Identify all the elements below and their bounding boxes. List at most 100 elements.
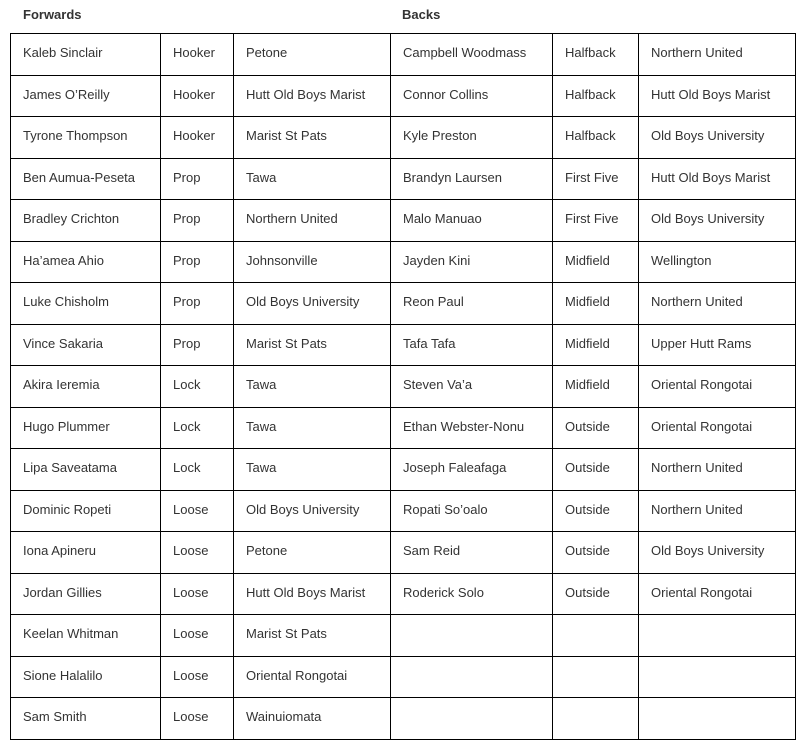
forward-position-cell: Lock [160, 365, 234, 408]
back-club-cell: Oriental Rongotai [638, 365, 796, 408]
back-name-cell: Joseph Faleafaga [390, 448, 553, 491]
back-club-cell: Oriental Rongotai [638, 406, 796, 450]
forward-position-cell: Prop [160, 199, 234, 242]
back-name-cell: Ropati So’oalo [390, 489, 553, 533]
back-club-cell: Hutt Old Boys Marist [638, 157, 796, 201]
forward-name-cell: Akira Ieremia [10, 365, 161, 408]
back-position-cell: Outside [552, 489, 639, 533]
back-club-cell: Upper Hutt Rams [638, 323, 796, 367]
back-position-cell: First Five [552, 157, 639, 201]
forward-position-cell: Loose [160, 572, 234, 616]
forward-name-cell: Iona Apineru [10, 531, 161, 574]
back-club-cell: Northern United [638, 448, 796, 491]
section-headers: Forwards Backs [10, 7, 795, 33]
back-position-cell: Midfield [552, 365, 639, 408]
forward-name-cell: Hugo Plummer [10, 406, 161, 450]
forward-name-cell: Sam Smith [10, 697, 161, 740]
forward-club-cell: Hutt Old Boys Marist [233, 74, 391, 118]
back-club-cell [638, 697, 796, 740]
back-name-cell: Connor Collins [390, 74, 553, 118]
forward-position-cell: Hooker [160, 116, 234, 159]
forward-position-cell: Loose [160, 614, 234, 657]
forward-position-cell: Hooker [160, 74, 234, 118]
back-position-cell: Outside [552, 406, 639, 450]
forward-name-cell: Kaleb Sinclair [10, 33, 161, 76]
table-row: Luke Chisholm Prop Old Boys University Reon… [10, 282, 796, 325]
back-name-cell [390, 655, 553, 699]
forward-position-cell: Prop [160, 240, 234, 284]
back-position-cell: Midfield [552, 323, 639, 367]
forward-position-cell: Lock [160, 406, 234, 450]
forward-club-cell: Old Boys University [233, 489, 391, 533]
forward-name-cell: Keelan Whitman [10, 614, 161, 657]
back-position-cell: Midfield [552, 282, 639, 325]
back-club-cell: Northern United [638, 489, 796, 533]
back-position-cell [552, 655, 639, 699]
back-position-cell: Outside [552, 572, 639, 616]
table-row: Bradley Crichton Prop Northern United Malo … [10, 199, 796, 242]
forward-club-cell: Tawa [233, 365, 391, 408]
forward-club-cell: Oriental Rongotai [233, 655, 391, 699]
forward-position-cell: Loose [160, 531, 234, 574]
table-row: Keelan Whitman Loose Marist St Pats [10, 614, 796, 657]
forward-name-cell: Luke Chisholm [10, 282, 161, 325]
forward-name-cell: Tyrone Thompson [10, 116, 161, 159]
back-name-cell: Sam Reid [390, 531, 553, 574]
forward-club-cell: Petone [233, 531, 391, 574]
back-club-cell: Northern United [638, 33, 796, 76]
back-club-cell [638, 655, 796, 699]
back-name-cell: Brandyn Laursen [390, 157, 553, 201]
forward-name-cell: Sione Halalilo [10, 655, 161, 699]
forward-club-cell: Marist St Pats [233, 323, 391, 367]
back-name-cell: Ethan Webster-Nonu [390, 406, 553, 450]
back-name-cell: Reon Paul [390, 282, 553, 325]
forward-club-cell: Tawa [233, 448, 391, 491]
forward-club-cell: Johnsonville [233, 240, 391, 284]
forward-position-cell: Loose [160, 489, 234, 533]
forward-position-cell: Lock [160, 448, 234, 491]
forward-position-cell: Loose [160, 655, 234, 699]
back-name-cell: Campbell Woodmass [390, 33, 553, 76]
table-row: Sione Halalilo Loose Oriental Rongotai [10, 655, 796, 699]
forward-position-cell: Prop [160, 282, 234, 325]
forward-club-cell: Petone [233, 33, 391, 76]
forward-club-cell: Old Boys University [233, 282, 391, 325]
back-position-cell [552, 697, 639, 740]
back-name-cell: Malo Manuao [390, 199, 553, 242]
forward-position-cell: Loose [160, 697, 234, 740]
back-position-cell: Halfback [552, 116, 639, 159]
forward-name-cell: Vince Sakaria [10, 323, 161, 367]
roster-table-body: Kaleb Sinclair Hooker Petone Campbell Woodm… [10, 33, 796, 740]
back-position-cell: Halfback [552, 74, 639, 118]
back-club-cell: Oriental Rongotai [638, 572, 796, 616]
back-club-cell: Northern United [638, 282, 796, 325]
table-row: Akira Ieremia Lock Tawa Steven Va’a Midfield… [10, 365, 796, 408]
forward-name-cell: Ben Aumua-Peseta [10, 157, 161, 201]
back-club-cell: Old Boys University [638, 199, 796, 242]
table-row: Dominic Ropeti Loose Old Boys University Ro… [10, 489, 796, 533]
forward-name-cell: Ha’amea Ahio [10, 240, 161, 284]
table-row: Sam Smith Loose Wainuiomata [10, 697, 796, 740]
table-row: James O’Reilly Hooker Hutt Old Boys Marist… [10, 74, 796, 118]
back-position-cell: Outside [552, 448, 639, 491]
table-row: Lipa Saveatama Lock Tawa Joseph Faleafaga Ou… [10, 448, 796, 491]
back-club-cell: Old Boys University [638, 531, 796, 574]
forward-club-cell: Tawa [233, 157, 391, 201]
roster-table: Kaleb Sinclair Hooker Petone Campbell Woodm… [10, 33, 796, 740]
forward-name-cell: James O’Reilly [10, 74, 161, 118]
table-row: Hugo Plummer Lock Tawa Ethan Webster-Nonu Ou… [10, 406, 796, 450]
forward-name-cell: Dominic Ropeti [10, 489, 161, 533]
backs-section-title: Backs [402, 7, 441, 22]
forward-name-cell: Jordan Gillies [10, 572, 161, 616]
back-position-cell: Outside [552, 531, 639, 574]
back-name-cell [390, 697, 553, 740]
back-position-cell [552, 614, 639, 657]
forward-club-cell: Hutt Old Boys Marist [233, 572, 391, 616]
back-position-cell: Halfback [552, 33, 639, 76]
back-club-cell [638, 614, 796, 657]
table-row: Ben Aumua-Peseta Prop Tawa Brandyn Laursen F… [10, 157, 796, 201]
forward-club-cell: Marist St Pats [233, 614, 391, 657]
back-position-cell: First Five [552, 199, 639, 242]
table-row: Ha’amea Ahio Prop Johnsonville Jayden Kini M… [10, 240, 796, 284]
forward-name-cell: Bradley Crichton [10, 199, 161, 242]
